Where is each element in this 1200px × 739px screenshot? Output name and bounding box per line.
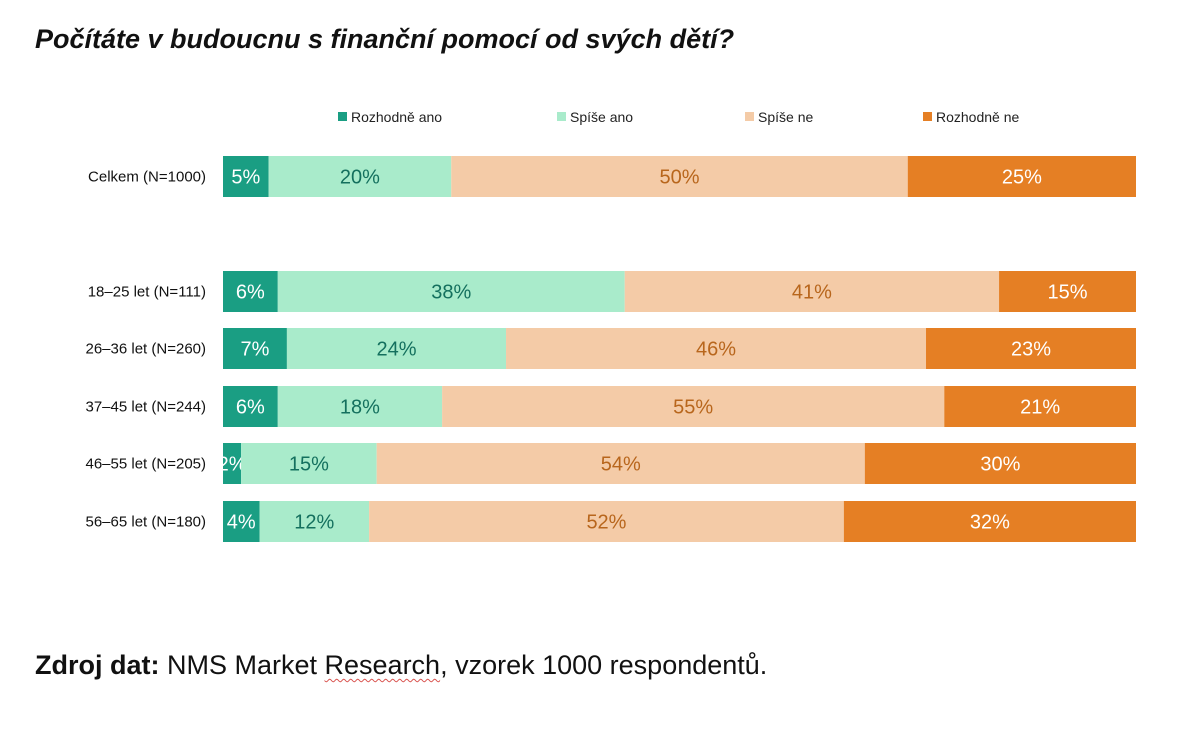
data-label: 52% [586, 512, 626, 534]
data-label: 24% [376, 339, 416, 361]
data-label: 32% [970, 512, 1010, 534]
legend-label-spise-ano: Spíše ano [570, 109, 633, 125]
source-text-marked: Research [324, 650, 441, 680]
data-label: 41% [792, 282, 832, 304]
bar-segment-rozhodne-ano [223, 443, 242, 484]
bar-segment-spise-ne [369, 501, 844, 542]
bar-segment-spise-ne [624, 271, 1000, 312]
data-label: 15% [289, 454, 329, 476]
data-label: 20% [340, 167, 380, 189]
bar-segment-spise-ano [277, 386, 443, 427]
bar-segment-spise-ne [442, 386, 945, 427]
data-label: 18% [340, 397, 380, 419]
bar-segment-rozhodne-ano [223, 328, 287, 369]
bar-segment-rozhodne-ne [999, 271, 1136, 312]
bar-segment-spise-ano [241, 443, 377, 484]
bar-segment-spise-ano [277, 271, 625, 312]
legend-label-spise-ne: Spíše ne [758, 109, 813, 125]
data-label: 12% [294, 512, 334, 534]
data-label: 6% [236, 397, 265, 419]
source-text-before: NMS Market [159, 650, 325, 680]
data-label: 4% [227, 512, 256, 534]
legend-swatch-rozhodne-ano [338, 112, 347, 121]
bar-segment-rozhodne-ano [223, 271, 278, 312]
bar-segment-spise-ne [506, 328, 927, 369]
bar-segment-rozhodne-ne [864, 443, 1136, 484]
source-text-after: , vzorek 1000 respondentů. [440, 650, 768, 680]
legend-label-rozhodne-ano: Rozhodně ano [351, 109, 442, 125]
bar-segment-rozhodne-ano [223, 386, 278, 427]
data-label: 21% [1020, 397, 1060, 419]
legend-swatch-spise-ne [745, 112, 754, 121]
legend-label-rozhodne-ne: Rozhodně ne [936, 109, 1020, 125]
bar-segment-rozhodne-ne [907, 156, 1136, 197]
bar-segment-rozhodne-ne [926, 328, 1136, 369]
bar-segment-rozhodne-ne [843, 501, 1136, 542]
data-label: 38% [431, 282, 471, 304]
stacked-bar-chart: Rozhodně ano Spíše ano Spíše ne Rozhodně ne… [86, 109, 1136, 542]
data-label: 6% [236, 282, 265, 304]
data-label: 55% [673, 397, 713, 419]
bar-segment-spise-ano [268, 156, 452, 197]
category-label: 26–36 let (N=260) [86, 341, 207, 358]
data-label: 46% [696, 339, 736, 361]
legend-swatch-rozhodne-ne [923, 112, 932, 121]
data-label: 15% [1048, 282, 1088, 304]
bar-segment-rozhodne-ano [223, 501, 260, 542]
category-label: 46–55 let (N=205) [86, 456, 207, 473]
bar-segment-spise-ano [259, 501, 370, 542]
chart-title: Počítáte v budoucnu s finanční pomocí od… [35, 24, 735, 54]
data-label: 23% [1011, 339, 1051, 361]
category-label: Celkem (N=1000) [88, 169, 206, 186]
legend-swatch-spise-ano [557, 112, 566, 121]
data-label: 54% [601, 454, 641, 476]
data-label: 25% [1002, 167, 1042, 189]
bar-segment-spise-ano [286, 328, 507, 369]
category-label: 37–45 let (N=244) [86, 399, 207, 416]
data-label: 2% [218, 454, 247, 476]
source-label: Zdroj dat: [35, 650, 160, 680]
bar-segment-spise-ne [376, 443, 865, 484]
category-label: 18–25 let (N=111) [88, 284, 206, 301]
bar-segment-rozhodne-ano [223, 156, 269, 197]
bar-segment-spise-ne [451, 156, 908, 197]
data-label: 30% [980, 454, 1020, 476]
data-label: 50% [659, 167, 699, 189]
source-note: Zdroj dat: NMS Market Research, vzorek 1… [35, 650, 767, 681]
data-label: 5% [231, 167, 260, 189]
category-label: 56–65 let (N=180) [86, 514, 207, 531]
data-label: 7% [241, 339, 270, 361]
bar-segment-rozhodne-ne [944, 386, 1136, 427]
